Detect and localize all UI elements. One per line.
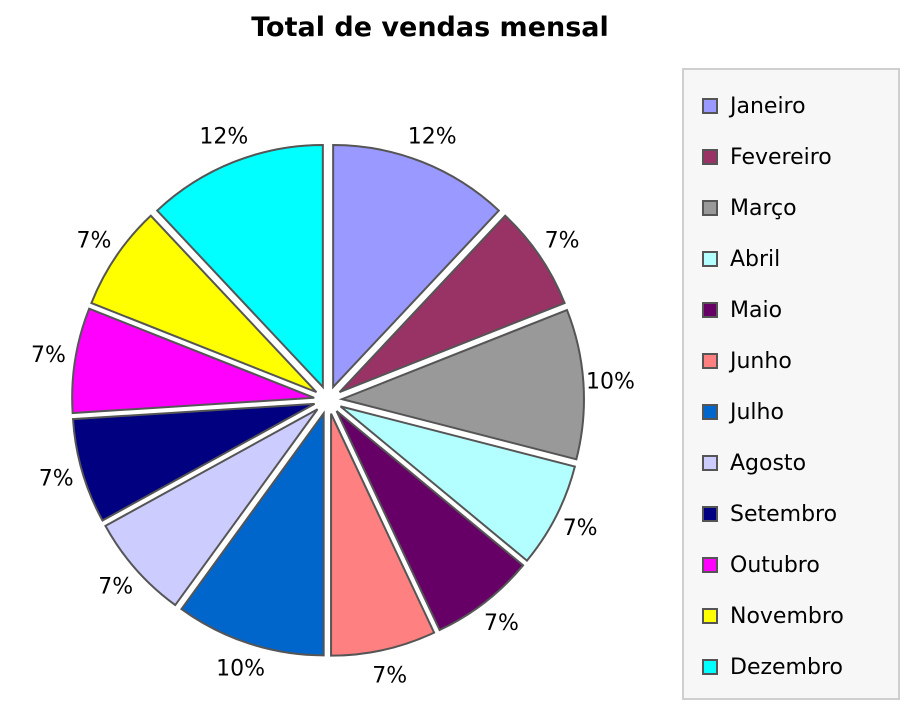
legend-swatch	[702, 98, 718, 114]
pie-slice-janeiro	[332, 143, 501, 390]
legend-item-julho: Julho	[702, 397, 784, 427]
legend-swatch	[702, 608, 718, 624]
legend-item-fevereiro: Fevereiro	[702, 142, 832, 172]
slice-label-fevereiro: 7%	[545, 228, 580, 253]
slice-label-junho: 7%	[372, 664, 407, 689]
pie-slice-março	[338, 308, 585, 461]
legend-label: Outubro	[730, 552, 820, 578]
pie-chart: 12% 7% 10% 7% 7% 7% 10% 7% 7% 7% 7% 12%	[31, 124, 635, 689]
legend-item-junho: Junho	[702, 346, 792, 376]
legend-item-janeiro: Janeiro	[702, 91, 806, 121]
slice-label-abril: 7%	[563, 516, 598, 541]
legend-swatch	[702, 506, 718, 522]
legend-swatch	[702, 302, 718, 318]
legend-label: Junho	[730, 348, 792, 374]
pie-slice-agosto	[104, 408, 319, 607]
slice-label-novembro: 7%	[76, 228, 111, 253]
legend-label: Julho	[730, 399, 784, 425]
legend-label: Janeiro	[730, 93, 806, 119]
slice-label-janeiro: 12%	[408, 124, 457, 149]
legend-item-novembro: Novembro	[702, 601, 844, 631]
legend-label: Fevereiro	[730, 144, 832, 170]
legend-label: Novembro	[730, 603, 844, 629]
slice-label-dezembro: 12%	[199, 124, 248, 149]
slice-label-setembro: 7%	[39, 466, 74, 491]
legend-item-agosto: Agosto	[702, 448, 806, 478]
pie-slice-outubro	[71, 307, 315, 415]
pie-slice-novembro	[90, 214, 318, 394]
pie-slice-maio	[335, 410, 525, 632]
legend-item-maio: Maio	[702, 295, 782, 325]
legend-label: Dezembro	[730, 654, 843, 680]
legend-swatch	[702, 455, 718, 471]
legend-swatch	[702, 557, 718, 573]
slice-label-março: 10%	[586, 370, 635, 395]
chart-legend: Janeiro Fevereiro Março Abril Maio Junho Julho…	[682, 68, 900, 700]
legend-swatch	[702, 200, 718, 216]
legend-label: Abril	[730, 246, 781, 272]
pie-slice-abril	[339, 405, 577, 563]
slice-label-outubro: 7%	[31, 343, 66, 368]
pie-slice-julho	[180, 410, 325, 657]
legend-label: Agosto	[730, 450, 807, 476]
legend-label: Maio	[730, 297, 783, 323]
legend-swatch	[702, 404, 718, 420]
legend-item-dezembro: Dezembro	[702, 652, 843, 682]
legend-label: Março	[730, 195, 797, 221]
pie-slice-junho	[330, 413, 436, 657]
pie-slice-dezembro	[155, 143, 324, 390]
legend-swatch	[702, 149, 718, 165]
legend-swatch	[702, 353, 718, 369]
legend-swatch	[702, 251, 718, 267]
slice-label-julho: 10%	[216, 657, 265, 682]
slice-label-maio: 7%	[484, 611, 519, 636]
legend-item-março: Março	[702, 193, 797, 223]
legend-item-abril: Abril	[702, 244, 780, 274]
legend-item-outubro: Outubro	[702, 550, 820, 580]
chart-title: Total de vendas mensal	[251, 12, 609, 43]
legend-label: Setembro	[730, 501, 838, 527]
legend-item-setembro: Setembro	[702, 499, 837, 529]
slice-label-agosto: 7%	[98, 575, 133, 600]
legend-swatch	[702, 659, 718, 675]
pie-slice-fevereiro	[338, 214, 566, 394]
pie-slice-setembro	[71, 402, 316, 522]
